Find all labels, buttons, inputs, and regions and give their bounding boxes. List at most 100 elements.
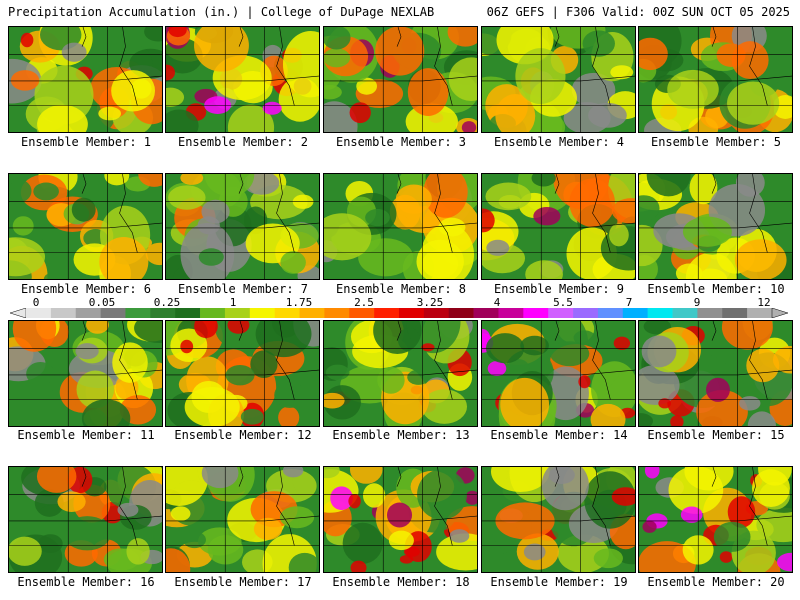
precip-contour <box>324 392 345 409</box>
precip-contour <box>689 174 718 205</box>
colorbar-swatch <box>324 308 350 318</box>
state-boundary <box>276 321 295 400</box>
ensemble-member-label: Ensemble Member: 6 <box>20 282 152 296</box>
precip-contour <box>324 213 372 261</box>
ensemble-member-map <box>481 466 636 573</box>
colorbar-swatch <box>50 308 77 318</box>
state-boundary <box>238 27 244 47</box>
ensemble-member-map <box>638 466 793 573</box>
state-boundary <box>434 27 453 106</box>
colorbar-tick-label: 0 <box>32 296 40 309</box>
precip-contour <box>348 493 361 509</box>
precip-contour <box>227 104 275 132</box>
ensemble-member-label: Ensemble Member: 11 <box>17 428 155 442</box>
state-boundary <box>580 75 635 82</box>
precip-contour <box>515 48 566 105</box>
colorbar-tick-label: 9 <box>693 296 701 309</box>
state-boundary <box>264 222 319 229</box>
precip-contour <box>639 37 668 71</box>
precip-contour <box>274 382 306 408</box>
precip-contour <box>253 517 283 540</box>
precip-contour <box>373 321 422 354</box>
precip-contour <box>578 375 591 389</box>
precip-contour <box>421 343 435 352</box>
precip-contour <box>747 411 777 426</box>
precip-contour <box>183 531 206 549</box>
state-boundary <box>81 174 87 194</box>
state-boundary <box>580 515 635 522</box>
precip-contour <box>37 104 88 132</box>
precip-contour <box>706 377 730 402</box>
colorbar-tick-label: 5.5 <box>553 296 573 309</box>
state-boundary <box>276 174 295 253</box>
precip-contour <box>9 536 42 566</box>
ensemble-member-map <box>165 173 320 280</box>
precip-contour <box>201 467 239 489</box>
state-boundary <box>422 369 477 376</box>
state-boundary <box>592 27 611 106</box>
ensemble-member-map <box>638 320 793 427</box>
precip-contour <box>531 174 556 187</box>
precip-contour <box>485 182 532 211</box>
precip-contour <box>399 555 414 564</box>
colorbar-max-arrow <box>771 308 788 318</box>
colorbar-swatch <box>200 308 226 318</box>
precipitation-colorbar <box>10 308 788 318</box>
precip-contour <box>278 406 300 426</box>
colorbar-min-arrow <box>10 308 27 318</box>
ensemble-member-map <box>8 26 163 133</box>
header-title: Precipitation Accumulation (in.) | Colle… <box>8 5 435 19</box>
precip-contour <box>26 362 55 386</box>
precip-contour <box>611 487 635 506</box>
precip-contour <box>134 321 162 343</box>
precip-contour <box>772 346 792 374</box>
colorbar-swatch <box>672 308 698 318</box>
state-boundary <box>592 321 611 400</box>
state-boundary <box>554 467 560 487</box>
precip-contour <box>204 96 232 114</box>
state-boundary <box>749 321 768 400</box>
colorbar-swatch <box>224 308 251 318</box>
ensemble-member-map <box>8 173 163 280</box>
colorbar-swatch <box>498 308 524 318</box>
precip-contour <box>739 396 761 411</box>
precip-contour <box>404 546 420 557</box>
state-boundary <box>396 27 402 47</box>
ensemble-member-map <box>481 26 636 133</box>
precip-contour <box>533 206 561 226</box>
ensemble-member-map <box>323 173 478 280</box>
precip-contour <box>9 237 46 277</box>
colorbar-swatch <box>473 308 499 318</box>
colorbar-tick-label: 2.5 <box>354 296 374 309</box>
colorbar-swatch <box>349 308 375 318</box>
ensemble-member-map <box>481 320 636 427</box>
precip-contour <box>362 483 386 508</box>
precip-contour <box>63 516 112 551</box>
precip-contour <box>170 506 191 521</box>
precip-contour <box>358 238 414 277</box>
precip-contour <box>81 399 131 426</box>
state-boundary <box>119 174 138 253</box>
precip-contour <box>36 467 77 493</box>
state-boundary <box>238 174 244 194</box>
state-boundary <box>119 321 138 400</box>
ensemble-member-label: Ensemble Member: 10 <box>647 282 785 296</box>
precip-contour <box>365 209 390 227</box>
precip-contour <box>144 27 162 42</box>
precip-contour <box>421 389 468 424</box>
precip-contour <box>184 386 240 426</box>
precip-contour <box>377 366 405 394</box>
precip-contour <box>180 339 194 354</box>
ensemble-member-label: Ensemble Member: 14 <box>490 428 628 442</box>
precip-contour <box>57 491 86 512</box>
colorbar-swatch <box>175 308 201 318</box>
precip-contour <box>461 121 477 132</box>
precip-contour <box>282 31 319 98</box>
precip-contour <box>668 467 724 514</box>
precip-contour <box>111 70 155 112</box>
colorbar-tick-label: 3.25 <box>416 296 444 309</box>
ensemble-member-label: Ensemble Member: 4 <box>493 135 625 149</box>
state-boundary <box>396 174 402 194</box>
precip-contour <box>696 389 748 426</box>
precip-contour <box>375 27 425 76</box>
